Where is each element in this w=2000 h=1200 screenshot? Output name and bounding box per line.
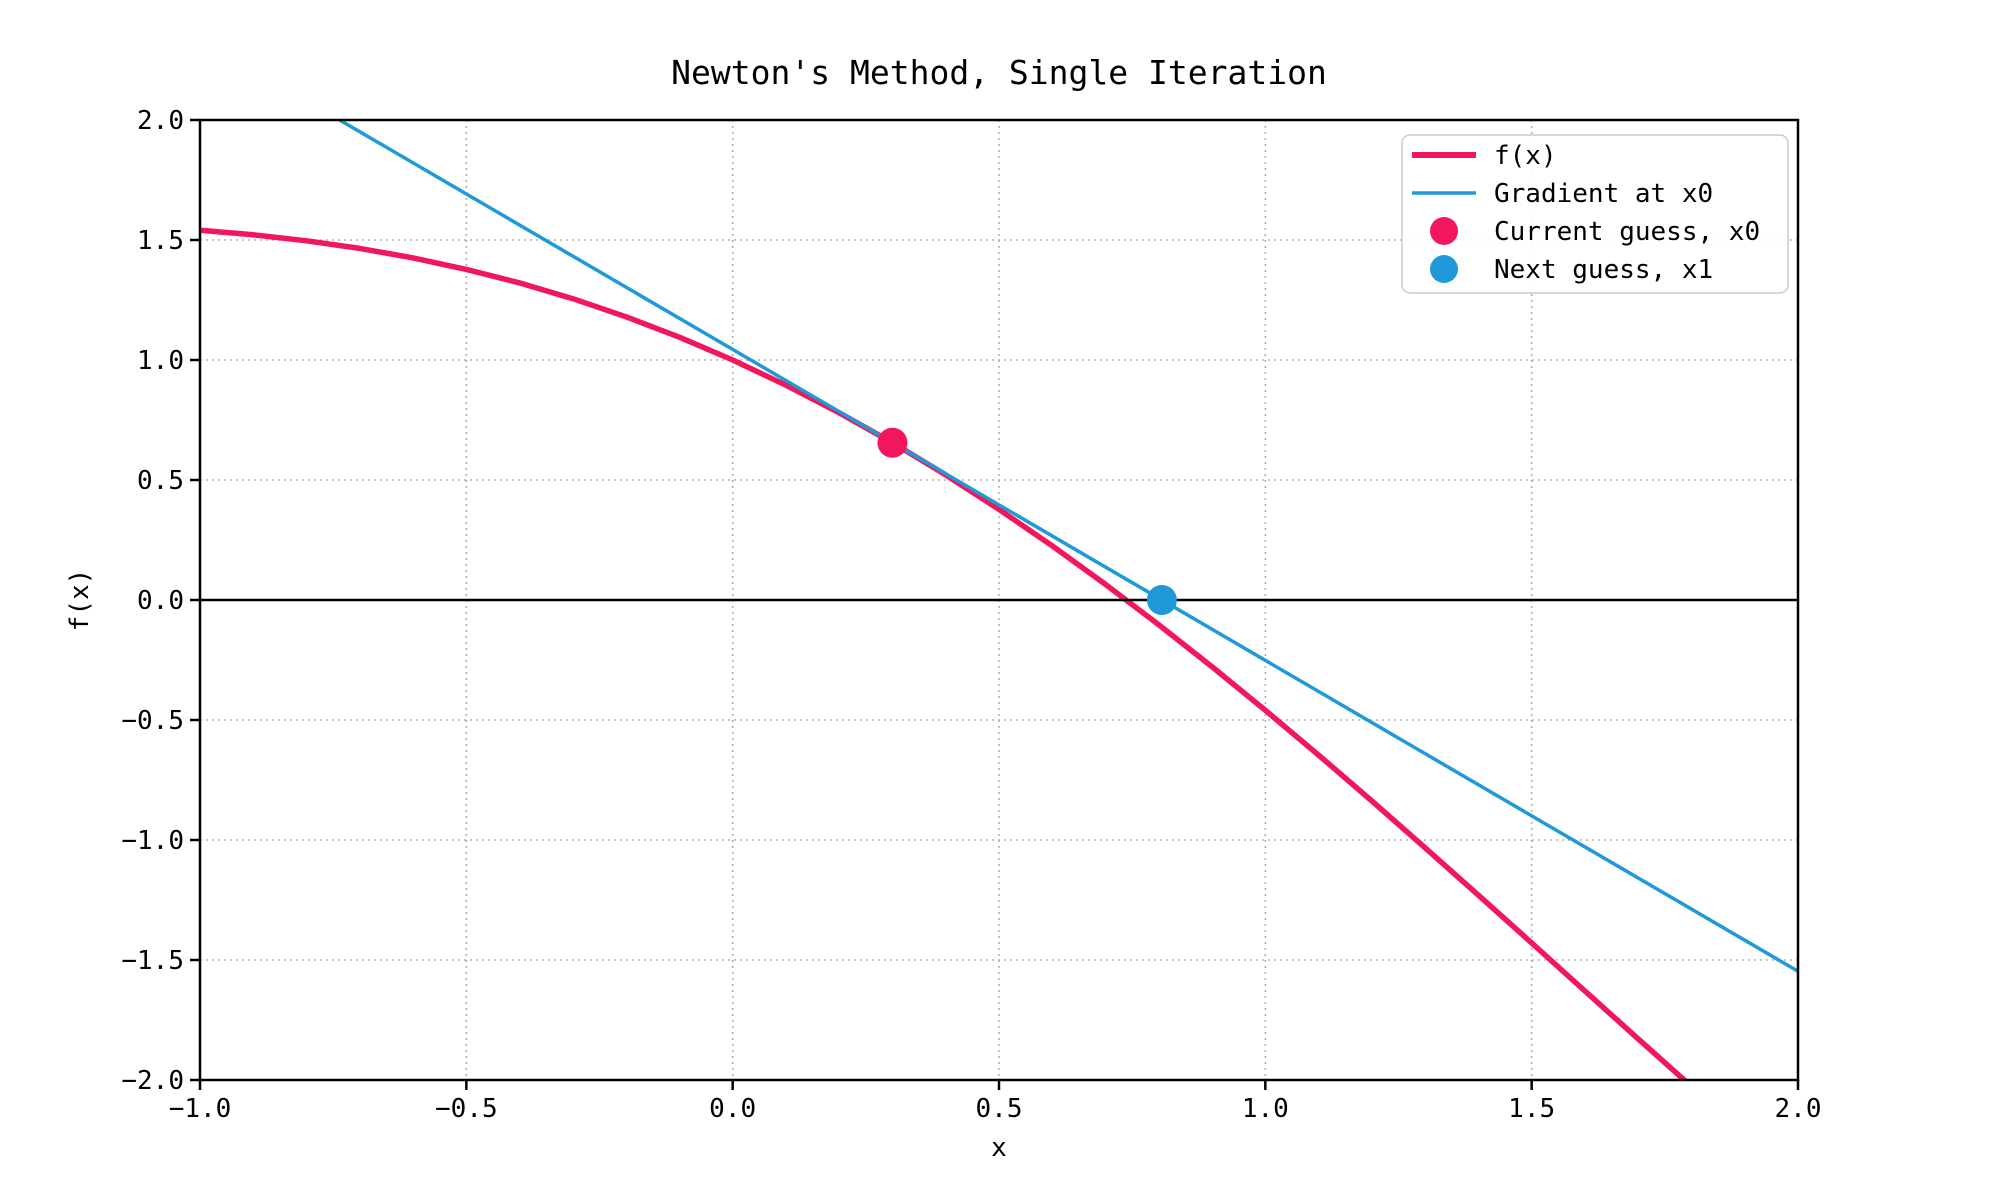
- points-layer: [877, 427, 1177, 615]
- legend-swatch-next-guess-dot: [1430, 255, 1458, 283]
- x-tick-label: 2.0: [1775, 1094, 1822, 1124]
- x-axis-label: x: [991, 1133, 1007, 1163]
- next-guess-x1-point: [1146, 585, 1177, 615]
- x-tick-label: 1.5: [1508, 1094, 1555, 1124]
- legend-label-fx: f(x): [1494, 141, 1557, 171]
- y-axis-label: f(x): [65, 569, 95, 632]
- fx-curve: [200, 227, 1689, 1080]
- legend: f(x) Gradient at x0 Current guess, x0 Ne…: [1401, 134, 1789, 294]
- x-tick-label: −1.0: [169, 1094, 232, 1124]
- y-tick-label: −2.0: [121, 1066, 184, 1096]
- y-tick-label: −1.0: [121, 826, 184, 856]
- gradient-tangent-line: [336, 120, 1798, 974]
- curves-layer: [200, 120, 1798, 1080]
- y-tick-label: 1.0: [137, 346, 184, 376]
- ticks-layer: −1.0 −0.5 0.0 0.5 1.0 1.5 2.0 −2.0 −1.5 −1.0 −0.5 0…: [121, 106, 1821, 1124]
- y-tick-label: −0.5: [121, 706, 184, 736]
- legend-label-next-guess: Next guess, x1: [1494, 255, 1713, 285]
- plot-border: [198, 118, 1800, 1082]
- y-tick-label: 1.5: [137, 226, 184, 256]
- x-tick-label: 0.0: [709, 1094, 756, 1124]
- y-tick-label: 0.0: [137, 586, 184, 616]
- y-tick-label: −1.5: [121, 946, 184, 976]
- x-tick-label: 1.0: [1242, 1094, 1289, 1124]
- x-tick-label: 0.5: [976, 1094, 1023, 1124]
- legend-label-gradient: Gradient at x0: [1494, 179, 1713, 209]
- legend-label-current-guess: Current guess, x0: [1494, 217, 1760, 247]
- y-tick-label: 0.5: [137, 466, 184, 496]
- legend-swatch-current-guess-dot: [1430, 217, 1458, 245]
- chart-title: Newton's Method, Single Iteration: [671, 53, 1327, 92]
- y-tick-label: 2.0: [137, 106, 184, 136]
- legend-box: [1401, 134, 1789, 294]
- current-guess-x0-point: [877, 427, 908, 458]
- x-tick-label: −0.5: [435, 1094, 498, 1124]
